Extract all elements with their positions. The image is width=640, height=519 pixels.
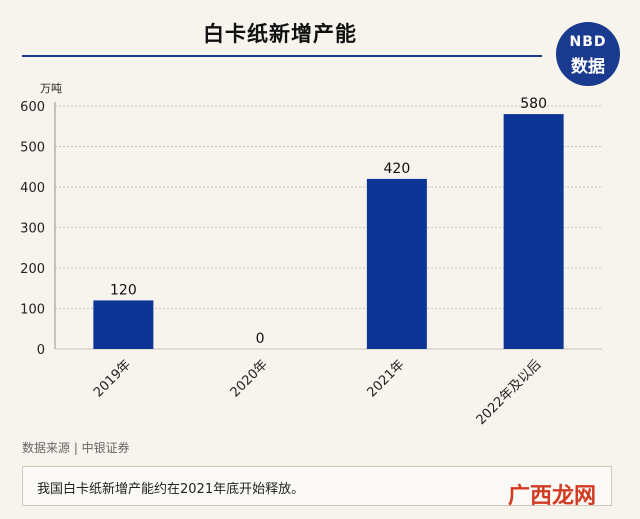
y-tick-label: 600	[20, 100, 45, 115]
y-tick-label: 100	[20, 303, 45, 318]
y-tick-label: 500	[20, 141, 45, 156]
bar	[503, 114, 564, 349]
y-tick-label: 300	[20, 222, 45, 237]
watermark-badge: 广西龙网	[508, 484, 597, 509]
y-tick-label: 0	[37, 343, 45, 358]
data-source: 数据来源 | 中银证券	[22, 441, 130, 455]
x-tick-label: 2022年及以后	[474, 357, 545, 428]
bar-chart: 万吨 0 100 200 300 400 500 600 120 2019年 0 2020年 420 20…	[20, 82, 602, 428]
data-label: 580	[520, 96, 547, 112]
bar	[93, 300, 154, 349]
x-tick-label: 2021年	[365, 357, 408, 400]
nbd-logo: NBD 数据	[556, 22, 620, 86]
x-tick-label: 2020年	[228, 357, 271, 400]
x-tick-label: 2019年	[91, 357, 134, 400]
y-tick-label: 200	[20, 262, 45, 277]
page-title: 白卡纸新增产能	[203, 22, 357, 46]
data-label: 120	[110, 282, 137, 298]
note-box: 我国白卡纸新增产能约在2021年底开始释放。	[22, 466, 612, 506]
logo-line1: NBD	[569, 34, 607, 50]
data-label: 420	[384, 161, 411, 177]
chart-area: 万吨 0 100 200 300 400 500 600 120 2019年 0 2020年 420 20…	[20, 82, 602, 428]
logo-line2: 数据	[571, 57, 605, 77]
bar	[366, 178, 427, 349]
y-tick-label: 400	[20, 181, 45, 196]
title-divider	[22, 55, 542, 57]
note-text: 我国白卡纸新增产能约在2021年底开始释放。	[37, 482, 305, 497]
data-label: 0	[256, 331, 265, 347]
y-axis-unit-label: 万吨	[40, 82, 62, 95]
